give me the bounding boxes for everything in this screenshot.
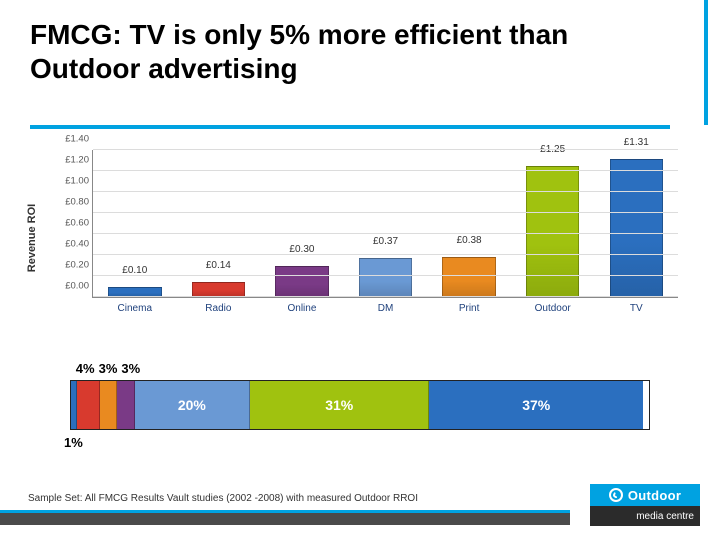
outdoor-media-centre-logo: Outdoor media centre (590, 484, 700, 526)
bar (359, 258, 412, 297)
share-label: 4% (76, 361, 95, 376)
x-tick-label: Cinema (118, 303, 152, 314)
accent-vertical (704, 0, 708, 125)
gridline (93, 233, 678, 234)
bar (526, 166, 579, 297)
x-tick-label: TV (630, 303, 643, 314)
share-segment: 31% (250, 381, 429, 429)
slide-title: FMCG: TV is only 5% more efficient than … (30, 18, 670, 85)
share-label: 37% (522, 397, 550, 413)
gridline (93, 191, 678, 192)
share-label: 3% (121, 361, 140, 376)
gridline (93, 296, 678, 297)
logo-bottom: media centre (590, 506, 700, 526)
chart-plot-area: £0.10Cinema£0.14Radio£0.30Online£0.37DM£… (92, 150, 678, 298)
bar-value-label: £0.10 (122, 265, 147, 276)
logo-top-text: Outdoor (628, 488, 681, 503)
target-icon (609, 488, 623, 502)
bar (442, 257, 495, 297)
gridline (93, 149, 678, 150)
y-tick-label: £1.20 (65, 155, 89, 166)
share-labels-above: 4%3%3% (76, 361, 134, 376)
share-label: 3% (99, 361, 118, 376)
gridline (93, 170, 678, 171)
x-tick-label: Radio (205, 303, 231, 314)
y-tick-label: £0.00 (65, 281, 89, 292)
slide: FMCG: TV is only 5% more efficient than … (0, 0, 720, 540)
share-segment: 37% (429, 381, 643, 429)
y-tick-label: £0.60 (65, 218, 89, 229)
bar (610, 159, 663, 297)
footer-line-dark (0, 513, 570, 525)
share-stacked-bar: 4%3%3% 1%20%31%37% (70, 380, 650, 430)
bar (275, 266, 328, 298)
bar-value-label: £0.38 (457, 235, 482, 246)
roi-bar-chart: Revenue ROI £0.10Cinema£0.14Radio£0.30On… (38, 150, 678, 325)
y-tick-label: £1.40 (65, 134, 89, 145)
share-segment (117, 381, 134, 429)
y-tick-label: £0.40 (65, 239, 89, 250)
gridline (93, 275, 678, 276)
x-tick-label: Online (287, 303, 316, 314)
x-tick-label: Print (459, 303, 480, 314)
x-tick-label: Outdoor (535, 303, 571, 314)
y-tick-label: £0.20 (65, 260, 89, 271)
bar-value-label: £1.31 (624, 137, 649, 148)
share-bar: 1%20%31%37% (70, 380, 650, 430)
share-segment: 20% (135, 381, 251, 429)
title-rule (30, 125, 670, 129)
y-tick-label: £0.80 (65, 197, 89, 208)
share-label: 1% (64, 435, 83, 450)
logo-bottom-text: media centre (636, 511, 694, 522)
share-segment (77, 381, 100, 429)
bar (192, 282, 245, 297)
bar-value-label: £0.30 (289, 244, 314, 255)
share-segment (100, 381, 117, 429)
bar-value-label: £0.14 (206, 260, 231, 271)
y-tick-label: £1.00 (65, 176, 89, 187)
gridline (93, 212, 678, 213)
footnote: Sample Set: All FMCG Results Vault studi… (28, 493, 418, 504)
gridline (93, 254, 678, 255)
y-axis-label: Revenue ROI (26, 203, 38, 271)
share-label: 31% (325, 397, 353, 413)
share-label: 20% (178, 397, 206, 413)
bar-value-label: £0.37 (373, 236, 398, 247)
x-tick-label: DM (378, 303, 394, 314)
logo-top: Outdoor (590, 484, 700, 506)
